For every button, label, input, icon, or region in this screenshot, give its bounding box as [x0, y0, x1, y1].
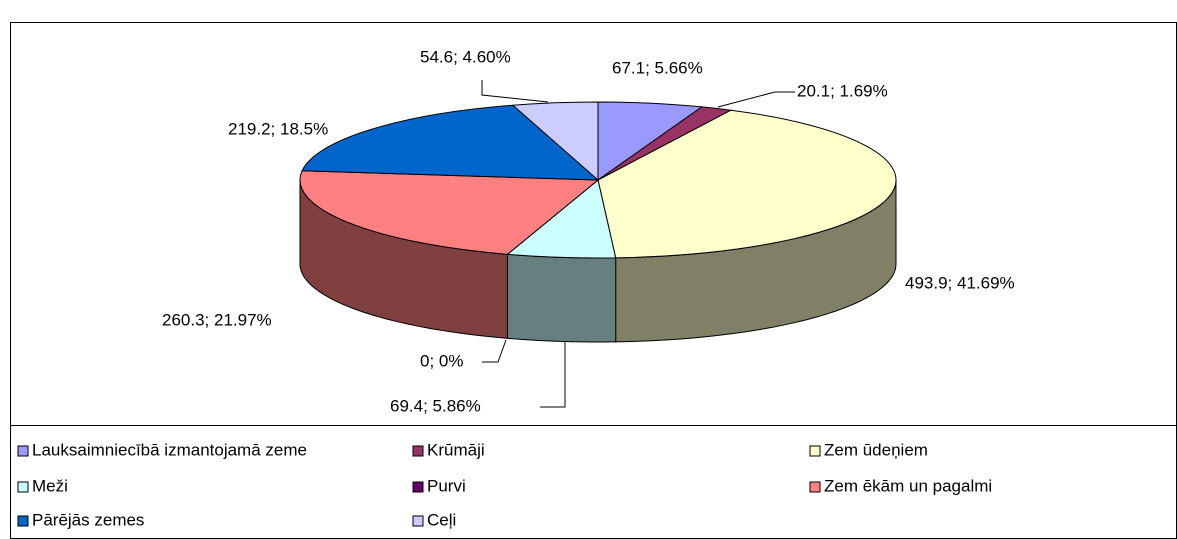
legend-label: Krūmāji [427, 440, 485, 459]
pie-sides [299, 179, 897, 343]
leader-line [481, 80, 549, 103]
pie-tops [299, 101, 897, 259]
data-label: 0; 0% [420, 351, 463, 370]
legend-swatch [17, 515, 29, 527]
legend-label: Pārējās zemes [32, 510, 144, 529]
pie-side [506, 253, 617, 343]
legend-swatch [412, 515, 424, 527]
legend-label: Lauksaimniecībā izmantojamā zeme [32, 440, 307, 459]
legend-label: Zem ēkām un pagalmi [824, 476, 992, 495]
pie-slice [299, 170, 600, 255]
data-label: 219.2; 18.5% [228, 119, 328, 138]
legend: Lauksaimniecībā izmantojamā zeme Krūmāji Z… [17, 440, 992, 529]
legend-swatch [17, 445, 29, 457]
leader-line [717, 91, 795, 108]
pie-slice [301, 104, 600, 181]
data-label: 20.1; 1.69% [797, 81, 888, 100]
pie-slice [511, 101, 599, 182]
legend-swatch [809, 445, 821, 457]
data-label: 67.1; 5.66% [612, 58, 703, 77]
leader-line [540, 342, 566, 408]
legend-swatch [809, 481, 821, 493]
pie-slice [597, 109, 897, 259]
data-label: 493.9; 41.69% [905, 273, 1015, 292]
data-label: 260.3; 21.97% [162, 310, 272, 329]
legend-swatch [412, 481, 424, 493]
data-label: 54.6; 4.60% [420, 47, 511, 66]
legend-swatch [17, 481, 29, 493]
legend-label: Zem ūdeņiem [824, 440, 928, 459]
data-label: 69.4; 5.86% [390, 396, 481, 415]
legend-label: Meži [32, 476, 68, 495]
legend-label: Purvi [427, 476, 466, 495]
data-labels: 67.1; 5.66% 20.1; 1.69% 493.9; 41.69% 69.4;… [162, 47, 1015, 415]
leader-line [482, 339, 507, 363]
legend-label: Ceļi [427, 510, 456, 529]
legend-swatch [412, 445, 424, 457]
